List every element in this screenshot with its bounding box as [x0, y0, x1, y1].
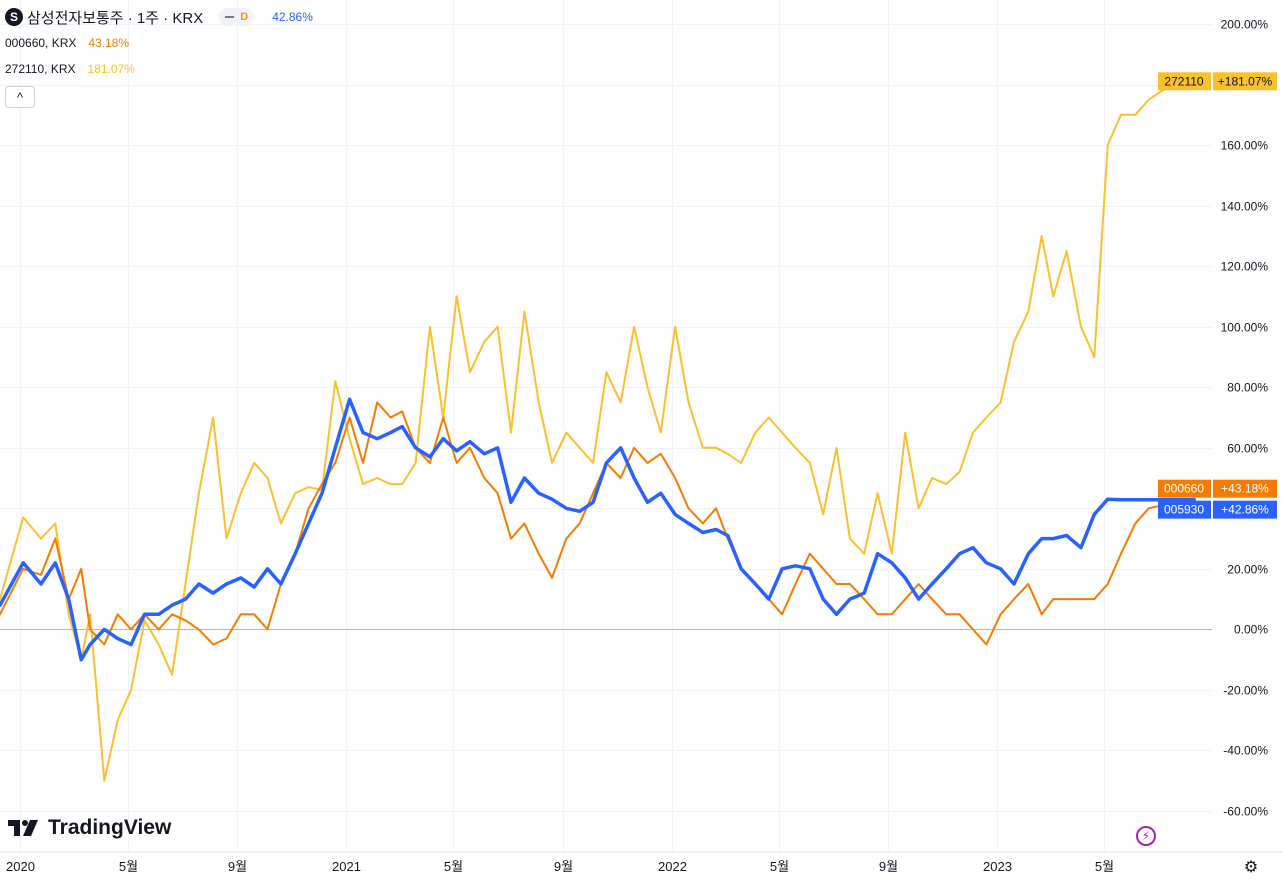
time-axis-bg [0, 852, 1283, 884]
y-tick-label: 160.00% [1221, 139, 1269, 153]
series-pct-272110: 181.07% [87, 62, 135, 76]
y-tick-label: -20.00% [1223, 684, 1268, 698]
y-tick-label: 20.00% [1227, 563, 1268, 577]
interval-label: D [240, 11, 249, 23]
x-tick-label: 5월 [119, 859, 138, 874]
y-tick-label: 120.00% [1221, 260, 1269, 274]
logo-text: TradingView [48, 816, 172, 839]
interval-pill[interactable]: D [219, 8, 255, 26]
legend-series-row-000660[interactable]: 000660, KRX 43.18% [5, 30, 313, 56]
y-tick-label: 0.00% [1234, 623, 1268, 637]
series-line-272110 [0, 80, 1196, 782]
tradingview-logo[interactable]: TradingView [8, 816, 171, 840]
collapse-legend-button[interactable]: ^ [5, 86, 35, 108]
y-tick-label: 140.00% [1221, 200, 1269, 214]
y-tick-label: 60.00% [1227, 442, 1268, 456]
last-symbol-text: 005930 [1164, 503, 1204, 517]
last-symbol-text: 272110 [1164, 74, 1203, 88]
x-tick-label: 2020 [6, 859, 35, 874]
last-value-label-000660: 000660 +43.18% [1158, 479, 1277, 498]
x-tick-label: 5월 [444, 859, 463, 874]
series-line-005930 [0, 397, 1196, 662]
x-tick-label: 9월 [879, 859, 898, 874]
last-value-labels: 272110 +181.07% 000660 +43.18% 005930 +42.86% [1158, 72, 1277, 519]
settings-gear-icon[interactable]: ⚙ [1243, 859, 1259, 876]
flash-icon[interactable]: ⚡ [1136, 826, 1156, 846]
legend-series-row-272110[interactable]: 272110, KRX 181.07% [5, 56, 313, 82]
series-symbol-000660: 000660, KRX [5, 36, 77, 50]
chart-grid [0, 0, 1212, 852]
last-value-text: +181.07% [1218, 74, 1273, 88]
last-value-text: +42.86% [1221, 503, 1269, 517]
last-value-box [1213, 500, 1277, 519]
minus-icon [225, 16, 235, 18]
y-tick-label: 100.00% [1221, 321, 1269, 335]
series-pct-000660: 43.18% [88, 36, 130, 50]
x-tick-label: 2022 [658, 859, 687, 874]
last-value-box [1213, 72, 1277, 91]
last-symbol-box [1158, 500, 1211, 519]
x-tick-label: 9월 [554, 859, 573, 874]
last-symbol-box [1158, 479, 1211, 498]
time-axis[interactable]: 2020 5월 9월 2021 5월 9월 2022 5월 9월 2023 5월 [0, 851, 1283, 884]
symbol-logo-icon: S [5, 8, 23, 26]
last-value-label-272110: 272110 +181.07% [1158, 72, 1277, 91]
y-tick-label: -60.00% [1223, 805, 1268, 819]
legend-main-row[interactable]: S 삼성전자보통주 · 1주 · KRX D 42.86% [5, 4, 313, 30]
tradingview-logo-icon [8, 820, 38, 836]
last-value-text: +43.18% [1221, 482, 1269, 496]
x-tick-label: 2023 [983, 859, 1012, 874]
last-value-label-005930: 005930 +42.86% [1158, 500, 1277, 519]
x-tick-label: 5월 [1095, 859, 1114, 874]
chevron-up-icon: ^ [16, 89, 24, 105]
y-tick-label: -40.00% [1223, 744, 1268, 758]
series-symbol-272110: 272110, KRX [5, 62, 76, 76]
x-tick-label: 5월 [770, 859, 789, 874]
y-tick-label: 200.00% [1221, 18, 1269, 32]
last-symbol-box [1158, 72, 1211, 91]
y-tick-label: 80.00% [1227, 381, 1268, 395]
chart-legend: S 삼성전자보통주 · 1주 · KRX D 42.86% 000660, KR… [5, 4, 313, 108]
last-value-box [1213, 479, 1277, 498]
price-axis[interactable]: 200.00%180.00%160.00%140.00%120.00%100.0… [1212, 0, 1283, 884]
main-series-pct: 42.86% [272, 10, 313, 24]
symbol-title[interactable]: 삼성전자보통주 · 1주 · KRX [27, 9, 204, 27]
x-tick-label: 2021 [332, 859, 361, 874]
last-symbol-text: 000660 [1164, 482, 1204, 496]
x-tick-label: 9월 [228, 859, 247, 874]
price-axis-bg [1212, 0, 1283, 884]
chart-series-lines [0, 80, 1196, 782]
